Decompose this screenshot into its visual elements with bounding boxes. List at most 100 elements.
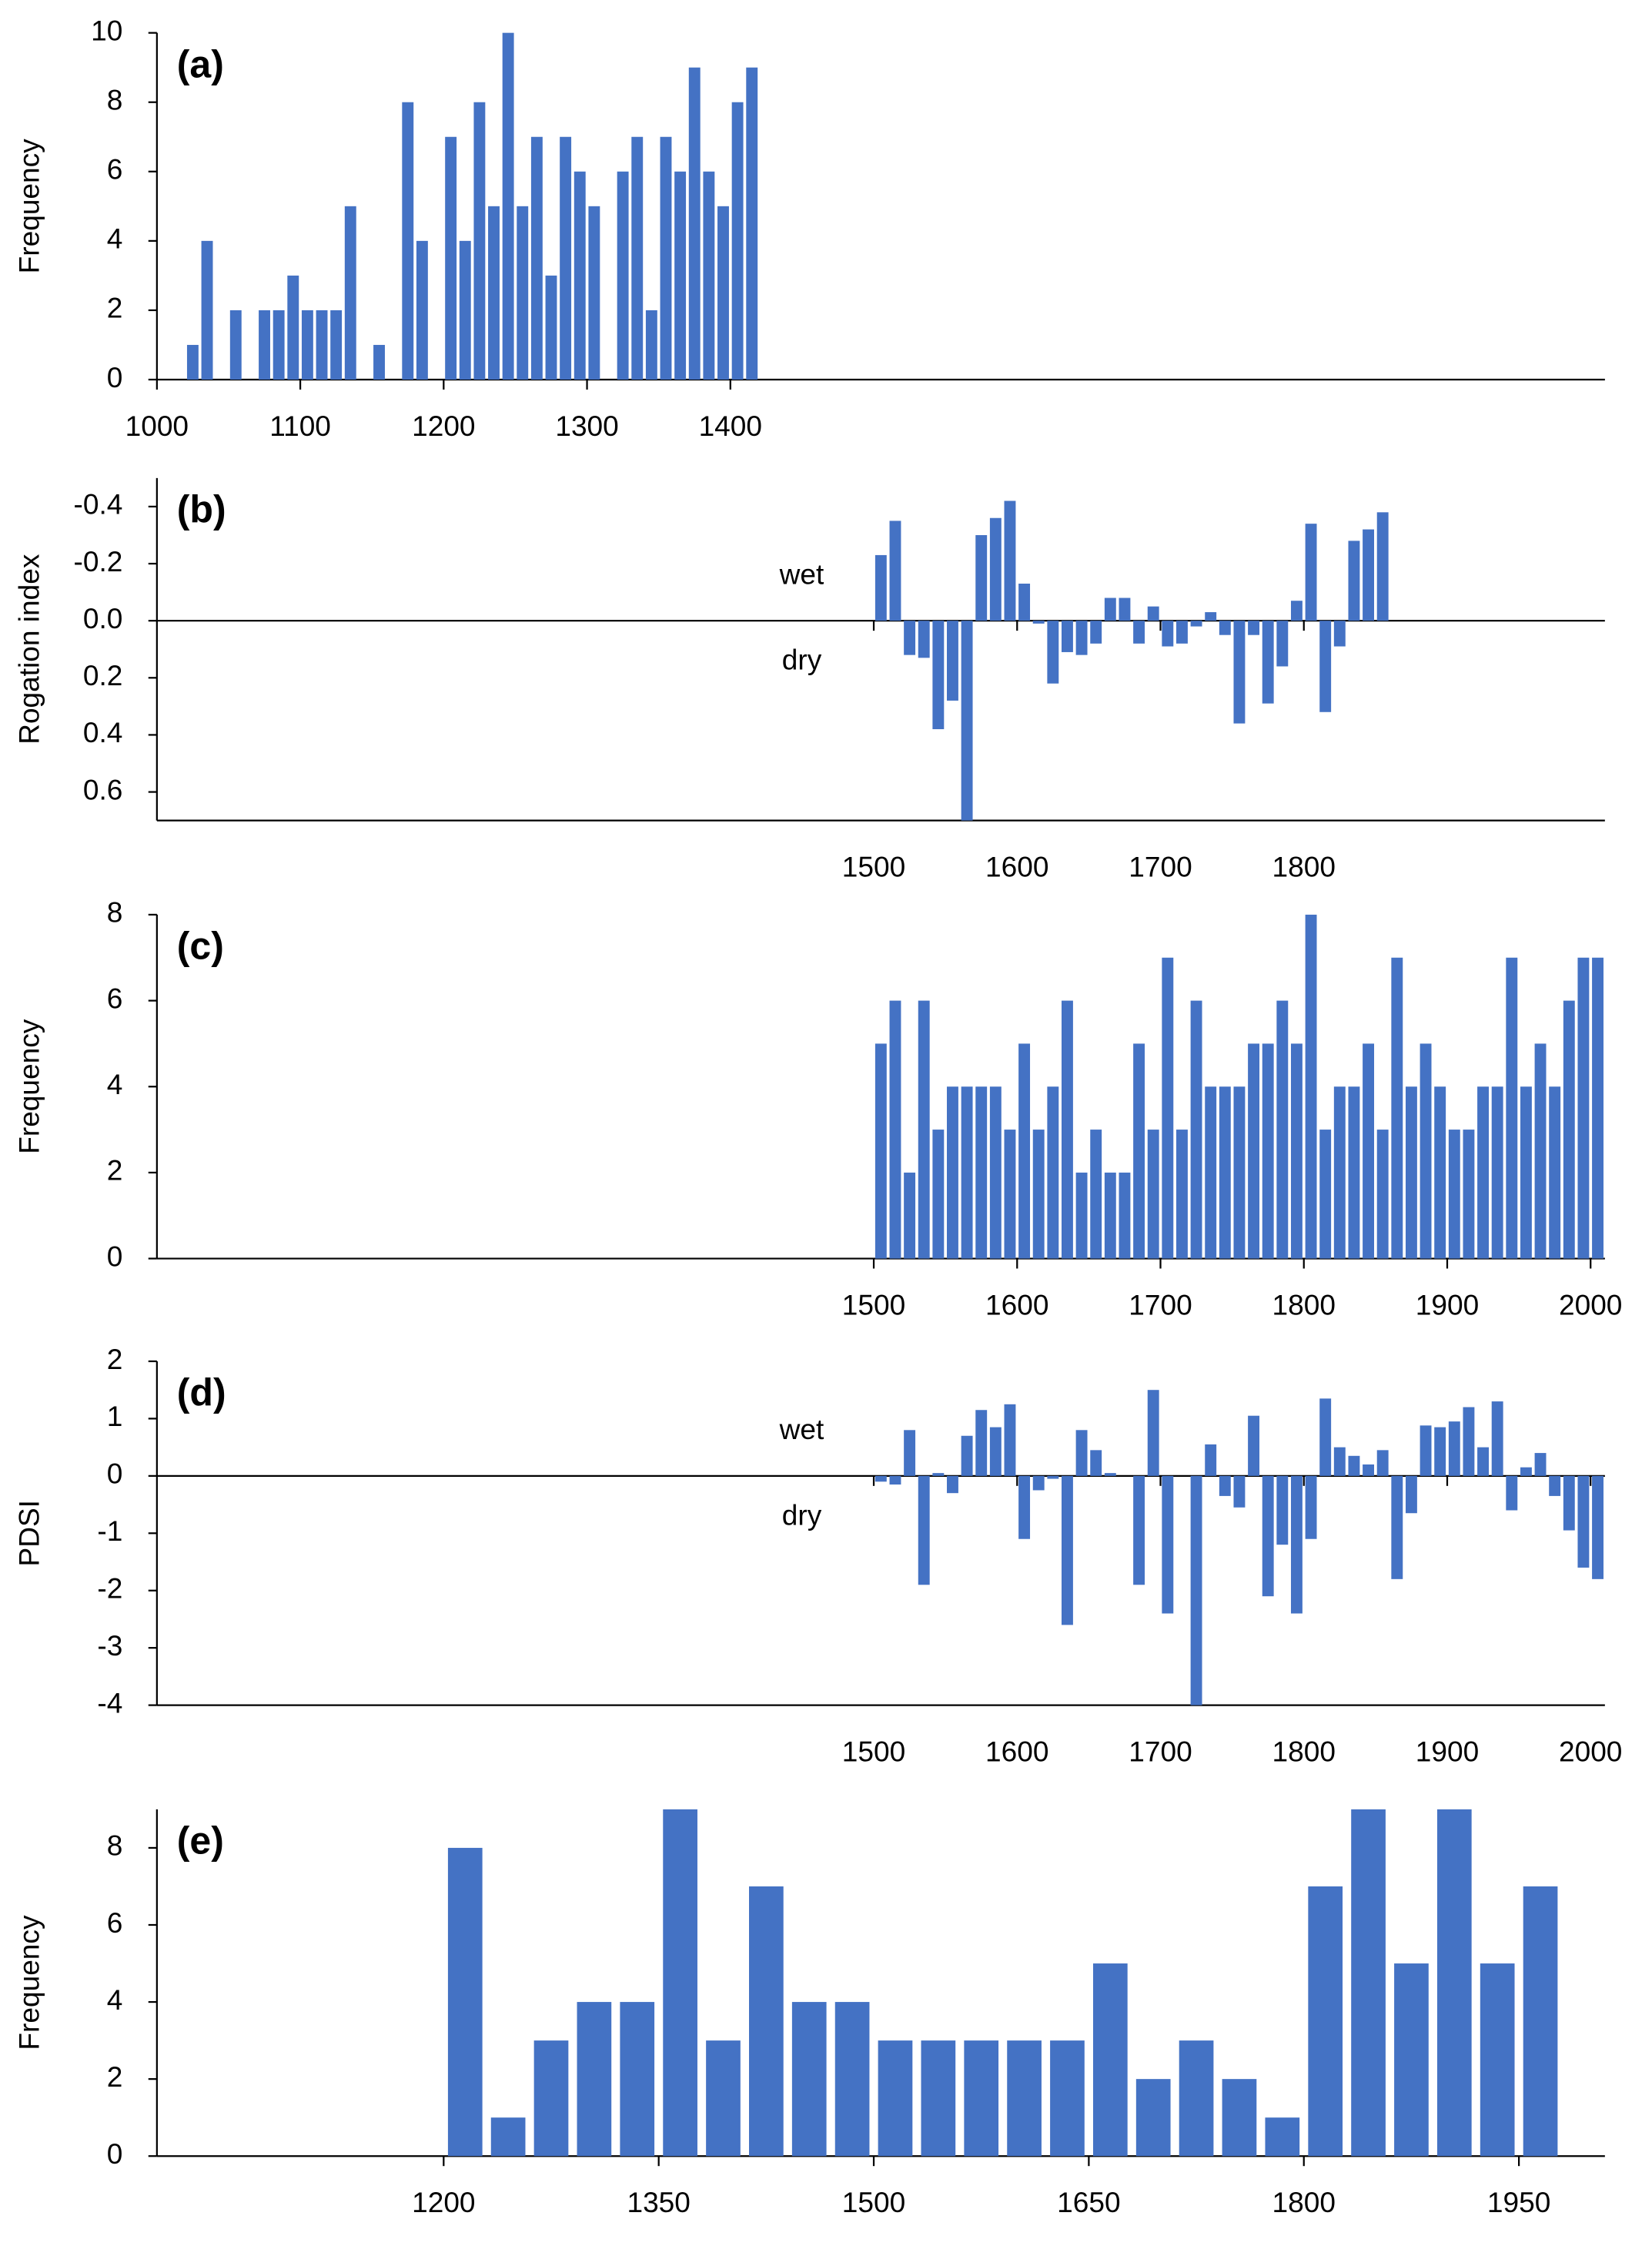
- bar: [530, 136, 543, 380]
- bar: [932, 621, 945, 730]
- bar: [918, 1475, 930, 1585]
- bar: [488, 206, 500, 380]
- bar: [1133, 1475, 1145, 1585]
- x-tick-label: 1500: [842, 1735, 905, 1767]
- y-tick-label: 8: [107, 1829, 123, 1862]
- bar: [373, 344, 385, 380]
- bar: [577, 2002, 612, 2157]
- x-tick-label: 1350: [627, 2186, 690, 2218]
- bar: [964, 2040, 999, 2157]
- bar: [1205, 612, 1217, 621]
- bar: [1119, 1172, 1131, 1259]
- bar: [502, 32, 514, 380]
- x-tick-label: 1900: [1416, 1735, 1479, 1767]
- bar: [1219, 1475, 1231, 1496]
- bar: [1405, 1086, 1417, 1259]
- bar: [1477, 1447, 1489, 1476]
- bar: [617, 171, 629, 380]
- x-tick-label: 1300: [555, 410, 618, 442]
- y-tick-label: 2: [107, 1154, 123, 1187]
- bar: [301, 310, 313, 380]
- bar: [631, 136, 644, 380]
- bar: [1523, 1886, 1558, 2157]
- y-tick-label: 0: [107, 1240, 123, 1272]
- y-tick-label: -1: [97, 1515, 122, 1547]
- bar: [989, 517, 1002, 621]
- bar: [1276, 1475, 1289, 1545]
- bar: [1050, 2040, 1085, 2157]
- bar: [1434, 1427, 1446, 1476]
- bar: [1219, 621, 1231, 635]
- bar: [1276, 621, 1289, 667]
- y-axis-label: PDSI: [13, 1500, 45, 1566]
- bar: [1190, 1475, 1202, 1705]
- bar: [1162, 1475, 1174, 1614]
- bar: [1104, 597, 1116, 621]
- bar: [1162, 957, 1174, 1259]
- y-tick-label: -0.4: [74, 488, 123, 520]
- bar: [918, 1000, 930, 1259]
- bar: [1592, 1475, 1604, 1579]
- x-tick-label: 1600: [985, 850, 1048, 882]
- y-tick-label: 6: [107, 982, 123, 1014]
- x-tick-label: 1700: [1129, 850, 1192, 882]
- bar: [1233, 1086, 1246, 1259]
- bar: [1577, 1475, 1590, 1568]
- y-axis-label: Frequency: [13, 1915, 45, 2050]
- bar: [874, 554, 887, 621]
- panel-title: (c): [177, 925, 224, 968]
- bar: [989, 1086, 1002, 1259]
- bar: [1348, 1455, 1360, 1476]
- x-tick-label: 1800: [1272, 2186, 1336, 2218]
- bar: [1018, 1475, 1031, 1539]
- bar: [947, 621, 958, 701]
- bar: [201, 240, 213, 380]
- panel-title: (d): [177, 1371, 226, 1414]
- bar: [316, 310, 328, 380]
- bar: [1491, 1401, 1503, 1476]
- x-tick-label: 1200: [412, 2186, 475, 2218]
- bar: [1534, 1453, 1547, 1476]
- bar: [874, 1475, 887, 1482]
- bar: [1520, 1467, 1532, 1476]
- y-axis-label: Rogation index: [13, 554, 45, 745]
- bar: [1179, 2040, 1214, 2157]
- bar: [1075, 1172, 1088, 1259]
- bar: [574, 171, 586, 380]
- bar: [447, 1847, 483, 2157]
- bar: [1436, 1809, 1472, 2157]
- bar: [1047, 621, 1059, 684]
- bar: [961, 621, 973, 821]
- bar: [961, 1086, 973, 1259]
- bar: [1175, 1130, 1188, 1259]
- bar: [1477, 1086, 1489, 1259]
- bar: [1420, 1043, 1432, 1259]
- y-tick-label: 4: [107, 1068, 123, 1100]
- x-tick-label: 1700: [1129, 1288, 1192, 1320]
- bar: [1248, 621, 1260, 635]
- bar: [1262, 1475, 1274, 1597]
- annotation: dry: [782, 644, 822, 676]
- bar: [1319, 1398, 1332, 1476]
- bar: [947, 1086, 958, 1259]
- x-tick-label: 1950: [1487, 2186, 1550, 2218]
- bar: [560, 136, 572, 380]
- y-tick-label: 8: [107, 896, 123, 929]
- bar: [1333, 621, 1346, 647]
- y-tick-label: 6: [107, 1906, 123, 1939]
- bar: [1265, 2117, 1300, 2157]
- bar: [1062, 621, 1073, 652]
- bar: [889, 520, 901, 621]
- bar: [1376, 1450, 1389, 1476]
- bar: [1018, 1043, 1031, 1259]
- bar: [588, 206, 600, 380]
- bar: [1333, 1447, 1346, 1476]
- annotation: dry: [782, 1498, 822, 1531]
- bar: [663, 1809, 697, 2157]
- panel-title: (e): [177, 1819, 224, 1863]
- y-tick-label: -0.2: [74, 545, 123, 577]
- y-tick-label: 2: [107, 2060, 123, 2093]
- bar: [904, 1172, 916, 1259]
